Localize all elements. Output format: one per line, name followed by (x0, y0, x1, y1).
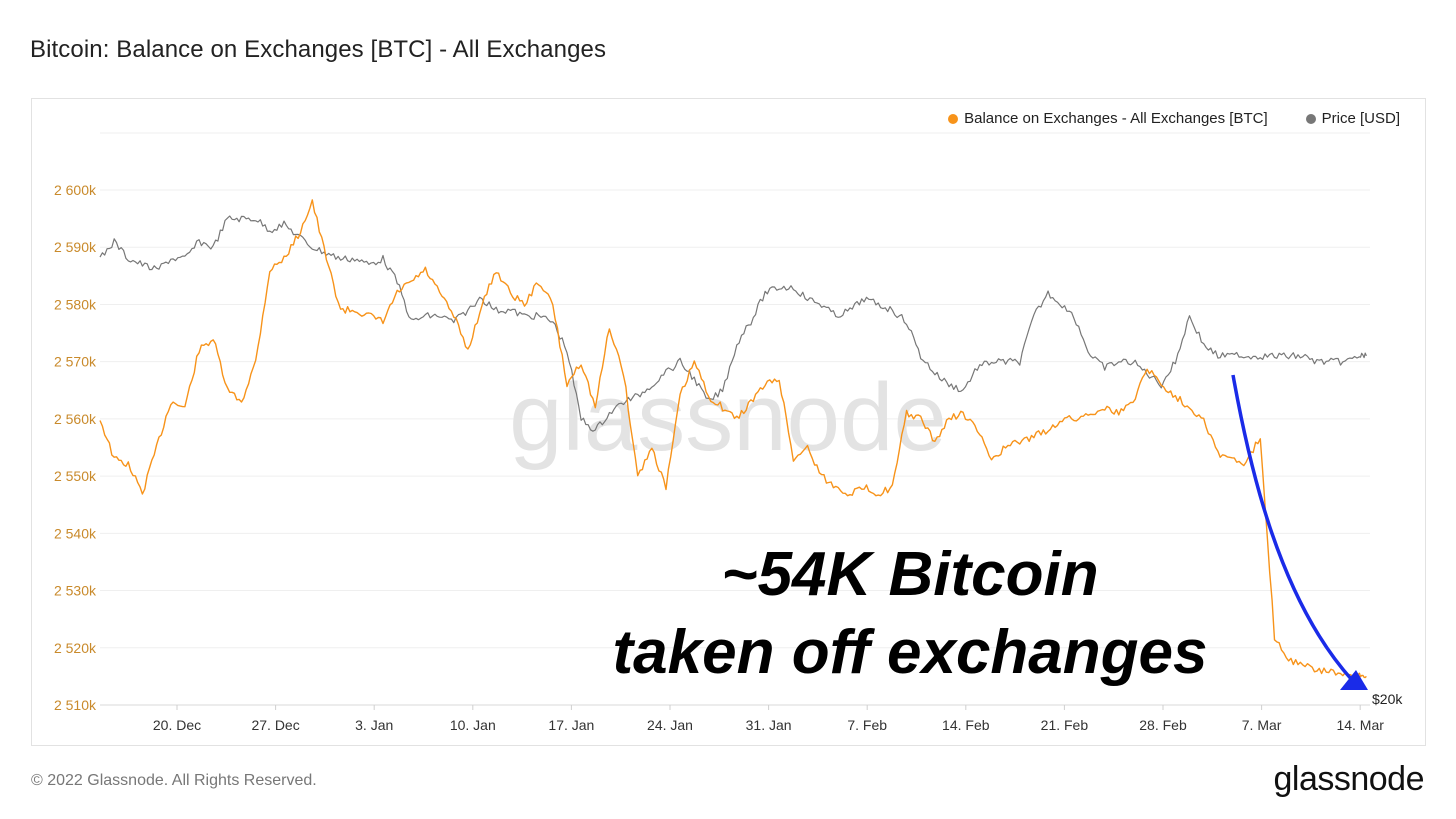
annotation-text: ~54K Bitcoin taken off exchanges (560, 536, 1260, 692)
footer-copyright: © 2022 Glassnode. All Rights Reserved. (31, 772, 317, 789)
annotation-arrow (1231, 374, 1368, 690)
legend-label-balance: Balance on Exchanges - All Exchanges [BT… (964, 110, 1268, 127)
legend-item-balance[interactable]: Balance on Exchanges - All Exchanges [BT… (948, 110, 1268, 127)
grid-lines (100, 132, 1370, 706)
y-axis-ticks: 2 510k 2 520k 2 530k 2 540k 2 550k 2 560k 2 57… (54, 182, 97, 713)
watermark-text: glassnode (509, 364, 947, 471)
x-tick-label: 14. Feb (942, 717, 990, 733)
y-tick-label: 2 560k (54, 411, 97, 427)
y-tick-label: 2 580k (54, 296, 97, 312)
y-tick-label: 2 570k (54, 354, 97, 370)
y-tick-label: 2 590k (54, 239, 97, 255)
series-line-balance (99, 199, 1367, 679)
x-tick-label: 10. Jan (450, 717, 496, 733)
x-axis-ticks: 20. Dec 27. Dec 3. Jan 10. Jan 17. Jan 24. Ja… (153, 705, 1384, 733)
x-tick-label: 17. Jan (548, 717, 594, 733)
x-tick-label: 7. Mar (1242, 717, 1282, 733)
series-line-price (99, 215, 1367, 432)
chart-frame (31, 98, 1426, 746)
annotation-line-2: taken off exchanges (612, 618, 1208, 687)
legend-label-price: Price [USD] (1321, 110, 1400, 127)
y-tick-label: 2 510k (54, 697, 97, 713)
right-axis-label: $20k (1372, 691, 1403, 707)
y-tick-label: 2 540k (54, 525, 97, 541)
y-tick-label: 2 520k (54, 640, 97, 656)
y-tick-label: 2 600k (54, 182, 97, 198)
arrow-head (1340, 670, 1368, 690)
legend: Balance on Exchanges - All Exchanges [BT… (948, 110, 1400, 127)
legend-dot-orange-icon (948, 113, 959, 124)
x-tick-label: 3. Jan (355, 717, 393, 733)
x-tick-label: 24. Jan (647, 717, 693, 733)
x-tick-label: 31. Jan (746, 717, 792, 733)
x-tick-label: 21. Feb (1041, 717, 1089, 733)
x-tick-label: 20. Dec (153, 717, 201, 733)
legend-item-price[interactable]: Price [USD] (1305, 110, 1400, 127)
series-lines (99, 199, 1367, 679)
y-tick-label: 2 550k (54, 468, 97, 484)
legend-dot-gray-icon (1305, 113, 1316, 124)
chart-title: Bitcoin: Balance on Exchanges [BTC] - Al… (30, 36, 607, 63)
x-tick-label: 7. Feb (847, 717, 887, 733)
arrow-shaft (1231, 374, 1354, 682)
y-tick-label: 2 530k (54, 583, 97, 599)
x-tick-label: 14. Mar (1336, 717, 1384, 733)
x-tick-label: 28. Feb (1139, 717, 1187, 733)
x-tick-label: 27. Dec (251, 717, 299, 733)
brand-logo[interactable]: glassnode (1273, 760, 1424, 798)
annotation-line-1: ~54K Bitcoin (721, 540, 1099, 609)
